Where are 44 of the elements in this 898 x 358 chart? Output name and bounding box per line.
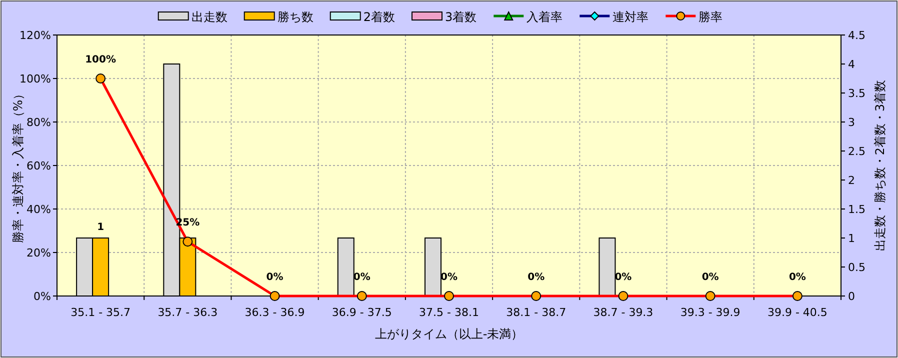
x-tick-label: 35.7 - 36.3 — [158, 306, 218, 319]
y2-tick-label: 4 — [848, 58, 855, 71]
y-tick-label: 20% — [26, 246, 51, 260]
y-tick-label: 60% — [26, 160, 51, 172]
y2-tick-label: 1.5 — [848, 203, 866, 216]
y2-tick-label: 0 — [848, 290, 855, 303]
y2-axis-title: 出走数・勝ち数・2着数・3着数 — [873, 80, 887, 252]
data-label: 100% — [85, 54, 116, 66]
x-tick-label: 39.9 - 40.5 — [767, 306, 828, 319]
y2-tick-label: 2.5 — [848, 145, 866, 158]
legend-label: 勝率 — [698, 10, 723, 24]
x-tick-label: 39.3 - 39.9 — [680, 306, 740, 319]
data-label: 0% — [702, 272, 719, 283]
data-label: 0% — [788, 272, 806, 283]
y-tick-label: 120% — [20, 29, 51, 42]
x-tick-label: 36.9 - 37.5 — [332, 306, 392, 319]
y2-tick-label: 3.5 — [848, 87, 866, 100]
legend-label: 2着数 — [363, 10, 395, 24]
legend-label: 出走数 — [191, 10, 228, 24]
x-axis-title: 上がりタイム（以上-未満） — [374, 327, 524, 341]
legend-label: 勝ち数 — [277, 10, 314, 24]
x-tick-label: 38.7 - 39.3 — [593, 306, 654, 319]
y2-tick-label: 0.5 — [848, 261, 866, 274]
y-tick-label: 80% — [26, 116, 51, 129]
x-tick-label: 37.5 - 38.1 — [419, 306, 479, 319]
y-axis-title: 勝率・連対率・入着率（%） — [11, 88, 25, 244]
y2-tick-label: 2 — [848, 174, 855, 187]
x-tick-label: 38.1 - 38.7 — [506, 306, 566, 319]
data-label: 0% — [440, 272, 458, 283]
y-tick-label: 0% — [34, 290, 51, 303]
y2-tick-label: 4.5 — [848, 29, 866, 42]
legend-label: 連対率 — [612, 10, 649, 24]
y-tick-label: 40% — [26, 203, 51, 216]
x-tick-label: 36.3 - 36.9 — [244, 306, 305, 319]
legend-label: 入着率 — [526, 10, 563, 24]
y2-tick-label: 3 — [848, 116, 855, 129]
data-label: 0% — [266, 272, 284, 283]
data-label: 1 — [97, 222, 104, 233]
legend-label: 3着数 — [445, 10, 477, 24]
x-tick-label: 35.1 - 35.7 — [70, 306, 131, 319]
data-label: 0% — [528, 272, 545, 283]
data-label: 0% — [614, 272, 632, 283]
y2-tick-label: 1 — [848, 232, 855, 245]
y-tick-label: 100% — [20, 72, 51, 86]
